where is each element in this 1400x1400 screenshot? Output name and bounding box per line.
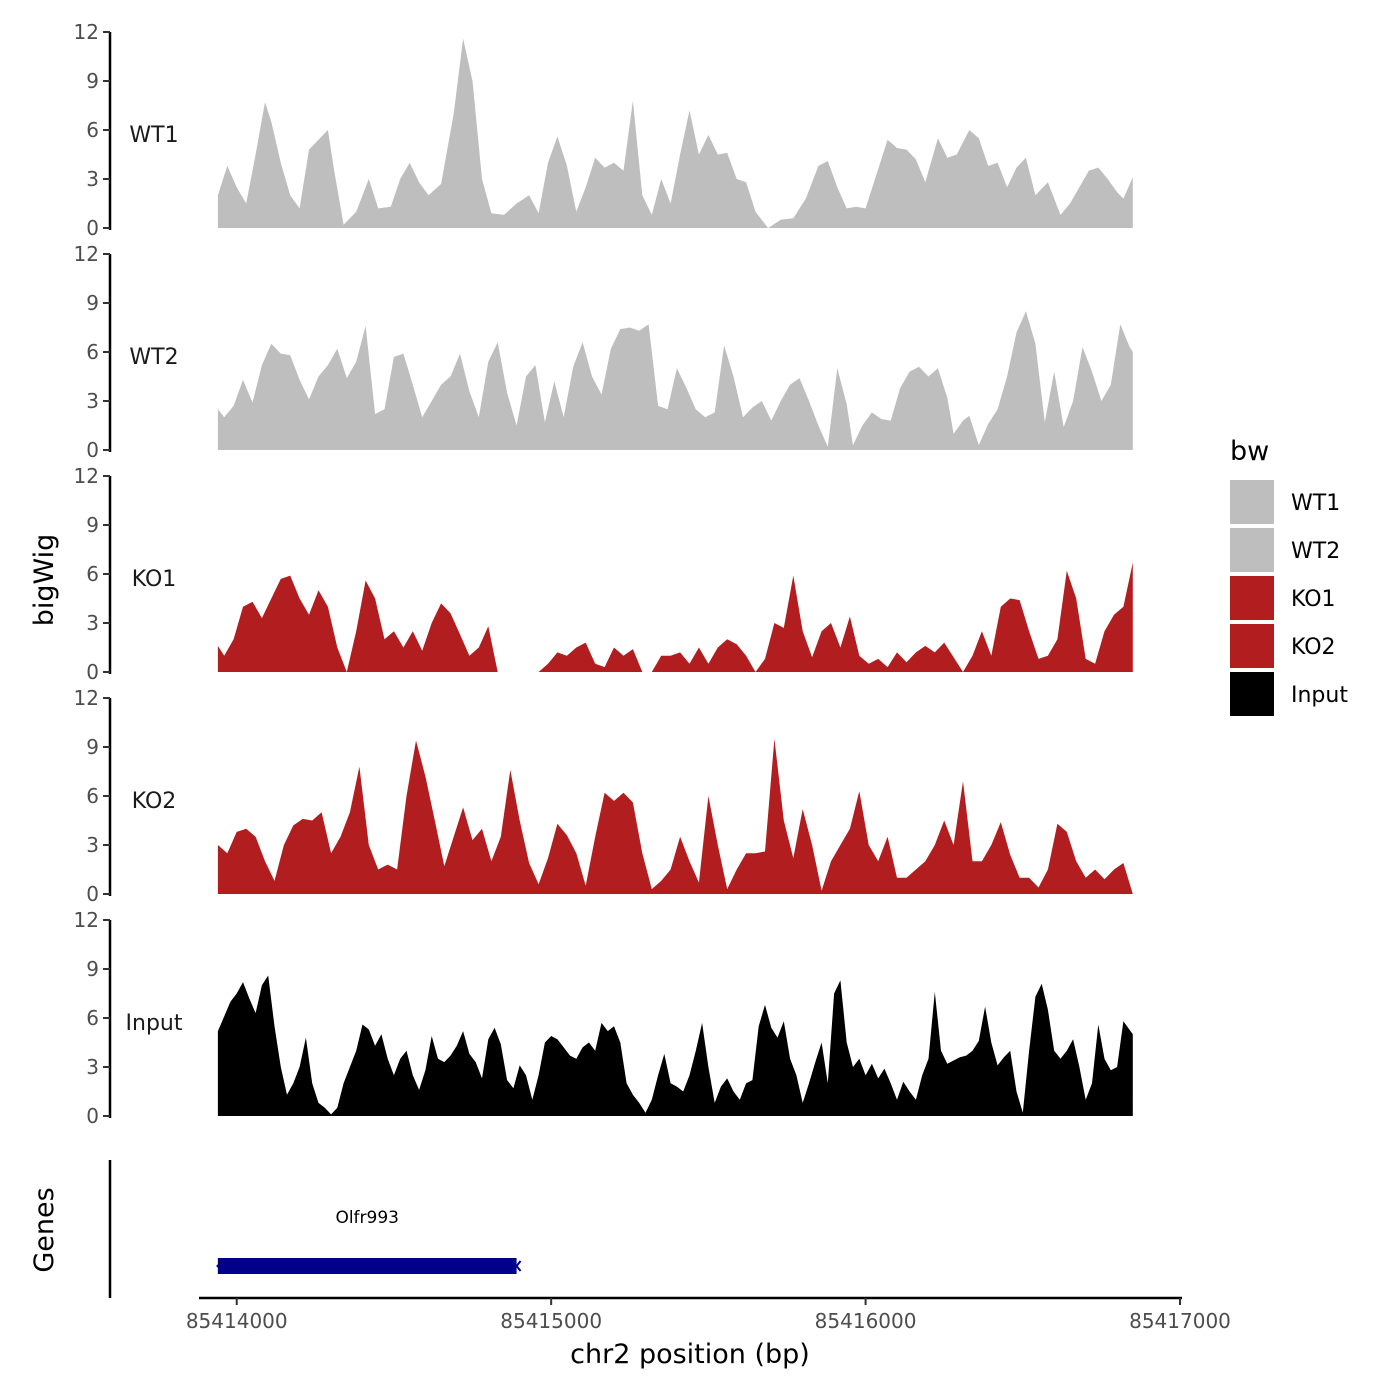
signal-area-ko2 (217, 738, 1133, 894)
y-tick-label: 0 (86, 660, 99, 684)
signal-area-input (217, 975, 1133, 1116)
y-tick-label: 12 (74, 464, 99, 488)
y-tick-label: 9 (86, 291, 99, 315)
track-ko1: 0 3 6 9 12 KO1 (74, 464, 1133, 684)
legend-swatch (1230, 672, 1274, 716)
y-tick-label: 3 (86, 389, 99, 413)
y-tick-label: 12 (74, 20, 99, 44)
y-tick-label: 3 (86, 611, 99, 635)
track-label-ko2: KO2 (132, 789, 177, 814)
y-tick-label: 6 (86, 118, 99, 142)
track-ko2: 0 3 6 9 12 KO2 (74, 686, 1133, 906)
track-wt2: 0 3 6 9 12 WT2 (74, 242, 1133, 462)
legend-swatch (1230, 576, 1274, 620)
strand-arrow-icon (216, 1259, 225, 1273)
y-tick-label: 6 (86, 562, 99, 586)
y-tick-label: 0 (86, 1104, 99, 1128)
legend-label: KO1 (1291, 587, 1336, 612)
track-label-wt1: WT1 (129, 123, 178, 148)
y-tick-label: 9 (86, 513, 99, 537)
legend-label: KO2 (1291, 635, 1336, 660)
legend-item-wt2: WT2 (1230, 528, 1340, 572)
track-label-ko1: KO1 (132, 567, 177, 592)
legend-label: Input (1291, 683, 1348, 708)
legend-swatch (1230, 528, 1274, 572)
genes-track: Olfr993 (108, 1160, 522, 1298)
legend-label: WT2 (1291, 539, 1340, 564)
y-tick-label: 0 (86, 438, 99, 462)
track-input: 0 3 6 9 12 Input (74, 908, 1133, 1128)
tracks-layer: 0 3 6 9 12 WT1 0 3 6 9 12 WT2 0 3 6 9 12 KO1 0 3 6 9 12 KO2 0 3 6 9… (74, 20, 1133, 1128)
x-tick-label: 85414000 (186, 1309, 288, 1333)
track-wt1: 0 3 6 9 12 WT1 (74, 20, 1133, 240)
gene-exon (217, 1258, 517, 1274)
y-tick-label: 12 (74, 242, 99, 266)
legend-item-input: Input (1230, 672, 1348, 716)
legend-item-ko2: KO2 (1230, 624, 1336, 668)
track-label-input: Input (126, 1011, 183, 1036)
y-tick-label: 3 (86, 167, 99, 191)
legend-title: bw (1230, 436, 1269, 467)
y-tick-label: 3 (86, 833, 99, 857)
gene-label: Olfr993 (335, 1208, 399, 1228)
gene-olfr993: Olfr993 (216, 1208, 522, 1274)
y-tick-label: 9 (86, 957, 99, 981)
track-label-wt2: WT2 (129, 345, 178, 370)
legend: bw WT1 WT2 KO1 KO2 Input (1230, 436, 1348, 716)
x-axis: 85414000 85415000 85416000 85417000 (186, 1296, 1231, 1333)
x-tick-label: 85416000 (815, 1309, 917, 1333)
x-tick-label: 85415000 (500, 1309, 602, 1333)
y-tick-label: 6 (86, 1006, 99, 1030)
signal-area-ko1 (217, 562, 1133, 672)
y-tick-label: 12 (74, 908, 99, 932)
y-tick-label: 9 (86, 69, 99, 93)
legend-swatch (1230, 624, 1274, 668)
x-axis-title: chr2 position (bp) (570, 1339, 810, 1370)
signal-area-wt2 (217, 311, 1133, 450)
y-tick-label: 6 (86, 340, 99, 364)
gene-end-mark-icon (511, 1260, 522, 1272)
genes-axis-title: Genes (29, 1187, 60, 1272)
legend-item-wt1: WT1 (1230, 480, 1340, 524)
y-tick-label: 3 (86, 1055, 99, 1079)
y-tick-label: 9 (86, 735, 99, 759)
y-tick-label: 0 (86, 216, 99, 240)
x-tick-label: 85417000 (1129, 1309, 1231, 1333)
y-tick-label: 0 (86, 882, 99, 906)
y-tick-label: 12 (74, 686, 99, 710)
legend-item-ko1: KO1 (1230, 576, 1336, 620)
y-axis-title: bigWig (29, 534, 60, 627)
signal-area-wt1 (217, 38, 1133, 228)
y-tick-label: 6 (86, 784, 99, 808)
legend-label: WT1 (1291, 491, 1340, 516)
legend-swatch (1230, 480, 1274, 524)
